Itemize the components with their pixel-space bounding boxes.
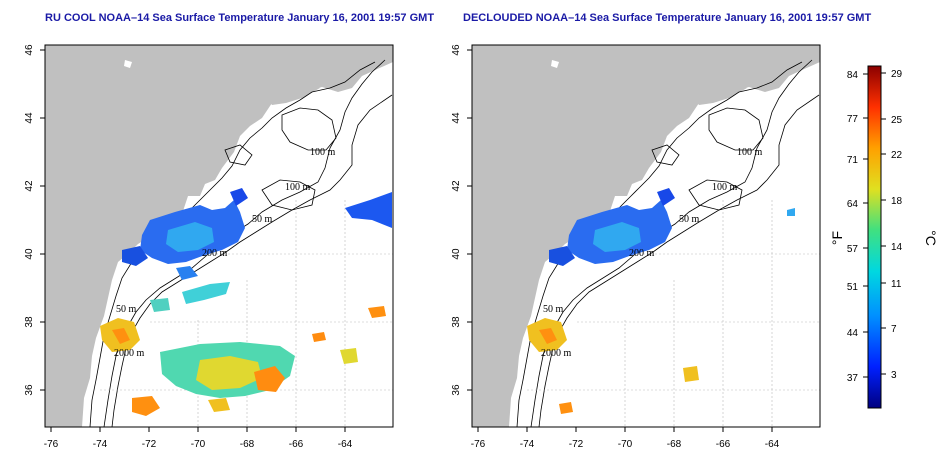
lon-labels-right: -76 -74 -72 -70 -68 -66 -64 — [471, 439, 780, 450]
fahrenheit-tick: 37 — [847, 373, 859, 384]
contour-label: 200 m — [202, 248, 228, 259]
lat-tick-label: 46 — [24, 44, 35, 56]
fahrenheit-tick: 44 — [847, 328, 859, 339]
fahrenheit-tick: 57 — [847, 244, 859, 255]
colorbar-ticks — [863, 72, 886, 378]
celsius-tick: 11 — [891, 279, 902, 290]
celsius-tick: 18 — [891, 196, 903, 207]
lat-tick-label: 44 — [24, 112, 35, 124]
lon-tick-label: -76 — [44, 439, 59, 450]
celsius-tick: 3 — [891, 370, 897, 381]
lat-tick-label: 38 — [451, 316, 462, 328]
lat-tick-label: 46 — [451, 44, 462, 56]
lon-tick-label: -70 — [191, 439, 206, 450]
panel-right-map: 100 m 100 m 50 m 200 m 50 m 2000 m -76 -… — [451, 44, 821, 450]
lat-labels-left: 46 44 42 40 38 36 — [24, 44, 35, 396]
panel-left-map: 100 m 100 m 50 m 200 m 50 m 2000 m -76 -… — [24, 44, 394, 450]
contour-label: 100 m — [737, 147, 763, 158]
lat-tick-label: 42 — [451, 180, 462, 192]
lon-tick-label: -74 — [520, 439, 535, 450]
contour-label: 2000 m — [114, 348, 145, 359]
lon-tick-label: -68 — [240, 439, 255, 450]
lon-labels-left: -76 -74 -72 -70 -68 -66 -64 — [44, 439, 353, 450]
celsius-labels: 29 25 22 18 14 11 7 3 — [891, 69, 903, 381]
lat-tick-label: 40 — [451, 248, 462, 260]
fahrenheit-labels: 84 77 71 64 57 51 44 37 — [847, 70, 859, 384]
colorbar-gradient — [867, 65, 882, 409]
panel-left-title: RU COOL NOAA–14 Sea Surface Temperature … — [45, 12, 435, 24]
land-mass — [472, 45, 820, 427]
lat-tick-label: 36 — [451, 384, 462, 396]
land-mass — [45, 45, 393, 427]
lat-tick-label: 42 — [24, 180, 35, 192]
axis-ticks-left — [40, 49, 346, 432]
axis-ticks-right — [467, 49, 773, 432]
celsius-tick: 29 — [891, 69, 903, 80]
lon-tick-label: -66 — [716, 439, 731, 450]
lon-tick-label: -68 — [667, 439, 682, 450]
sst-data-left — [100, 188, 392, 416]
contour-label: 50 m — [252, 214, 273, 225]
celsius-tick: 7 — [891, 324, 897, 335]
contour-label: 50 m — [116, 304, 137, 315]
contour-labels-left: 100 m 100 m 50 m 200 m 50 m 2000 m — [114, 147, 336, 359]
lon-tick-label: -70 — [618, 439, 633, 450]
contour-label: 200 m — [629, 248, 655, 259]
celsius-tick: 22 — [891, 150, 903, 161]
grid-lines — [527, 200, 820, 427]
lon-tick-label: -66 — [289, 439, 304, 450]
lon-tick-label: -64 — [338, 439, 353, 450]
lon-tick-label: -64 — [765, 439, 780, 450]
fahrenheit-tick: 64 — [847, 199, 859, 210]
fahrenheit-tick: 77 — [847, 114, 859, 125]
fahrenheit-tick: 51 — [847, 282, 859, 293]
contour-label: 50 m — [679, 214, 700, 225]
lat-labels-right: 46 44 42 40 38 36 — [451, 44, 462, 396]
contour-label: 100 m — [712, 182, 738, 193]
celsius-unit: °C — [923, 230, 939, 246]
fahrenheit-tick: 71 — [847, 155, 859, 166]
map-frame — [44, 44, 394, 428]
lat-tick-label: 44 — [451, 112, 462, 124]
lon-tick-label: -72 — [142, 439, 157, 450]
celsius-tick: 14 — [891, 242, 903, 253]
contour-label: 50 m — [543, 304, 564, 315]
fahrenheit-unit: °F — [829, 231, 845, 245]
panel-right-title: DECLOUDED NOAA–14 Sea Surface Temperatur… — [463, 12, 872, 24]
temperature-colorbar: 84 77 71 64 57 51 44 37 29 25 22 18 14 1… — [829, 65, 939, 409]
map-frame — [471, 44, 821, 428]
celsius-tick: 25 — [891, 115, 903, 126]
contour-label: 2000 m — [541, 348, 572, 359]
lat-tick-label: 40 — [24, 248, 35, 260]
sst-data-right — [527, 188, 795, 414]
lon-tick-label: -74 — [93, 439, 108, 450]
contour-label: 100 m — [285, 182, 311, 193]
contour-labels-right: 100 m 100 m 50 m 200 m 50 m 2000 m — [541, 147, 763, 359]
lat-tick-label: 36 — [24, 384, 35, 396]
lat-tick-label: 38 — [24, 316, 35, 328]
lon-tick-label: -72 — [569, 439, 584, 450]
fahrenheit-tick: 84 — [847, 70, 859, 81]
contour-label: 100 m — [310, 147, 336, 158]
lon-tick-label: -76 — [471, 439, 486, 450]
grid-lines — [100, 200, 393, 427]
